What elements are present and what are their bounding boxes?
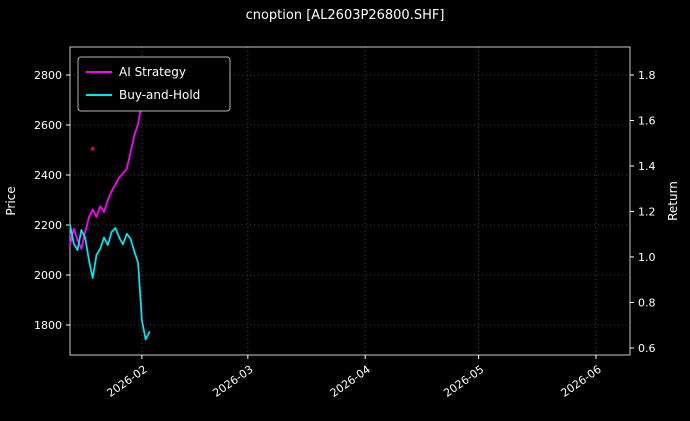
x-tick-label: 2026-04 (328, 363, 373, 400)
y-axis-label: Price (4, 186, 18, 215)
y-tick-label: 2000 (34, 269, 62, 282)
y-tick-label: 2600 (34, 119, 62, 132)
legend: AI Strategy Buy-and-Hold (77, 56, 231, 112)
x-tick-label: 2026-03 (210, 363, 255, 400)
x-tick-label: 2026-02 (105, 363, 150, 400)
y2-tick-label: 1.6 (638, 114, 656, 127)
y2-tick-label: 0.6 (638, 342, 656, 355)
y2-tick-label: 0.8 (638, 296, 656, 309)
y-tick-label: 2200 (34, 219, 62, 232)
legend-label-ai-strategy: AI Strategy (119, 65, 186, 79)
x-tick-label: 2026-05 (441, 363, 486, 400)
chart-title: cnoption [AL2603P26800.SHF] (245, 8, 445, 23)
y2-tick-label: 1.0 (638, 251, 656, 264)
x-tick-label: 2026-06 (559, 363, 604, 400)
y2-tick-label: 1.8 (638, 69, 656, 82)
y2-axis-label: Return (666, 181, 680, 221)
y-tick-label: 2400 (34, 169, 62, 182)
legend-label-buy-and-hold: Buy-and-Hold (119, 88, 200, 102)
series-line-ai-strategy (69, 74, 147, 250)
y-tick-label: 2800 (34, 69, 62, 82)
signal-dot (90, 146, 95, 151)
plot-frame (69, 46, 631, 356)
y2-tick-label: 1.4 (638, 160, 656, 173)
y-tick-label: 1800 (34, 319, 62, 332)
legend-box (77, 56, 231, 112)
series-line-buy-and-hold (69, 224, 151, 341)
y2-tick-label: 1.2 (638, 205, 656, 218)
